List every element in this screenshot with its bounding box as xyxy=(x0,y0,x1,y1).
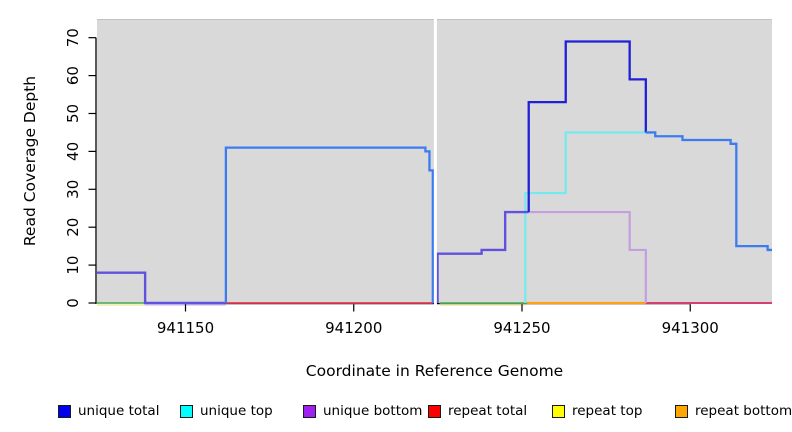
y-tick-label-30: 30 xyxy=(64,180,82,199)
legend-label: repeat top xyxy=(572,403,643,419)
no-data-gap-band xyxy=(433,19,437,305)
x-tick-label-941300: 941300 xyxy=(662,319,719,337)
legend-label: unique bottom xyxy=(323,403,423,419)
legend-item-repeat-top: repeat top xyxy=(552,400,642,422)
y-tick-label-40: 40 xyxy=(64,142,82,161)
legend-swatch-repeat-total xyxy=(428,404,441,418)
series-line-blue-right xyxy=(645,131,772,252)
legend-item-unique-top: unique top xyxy=(180,400,273,422)
legend-swatch-repeat-top xyxy=(552,404,565,418)
legend: unique total unique top unique bottom repea… xyxy=(0,400,792,422)
legend-item-unique-bottom: unique bottom xyxy=(303,400,422,422)
legend-label: repeat bottom xyxy=(695,403,792,419)
legend-label: unique total xyxy=(78,403,160,419)
legend-item-unique-total: unique total xyxy=(58,400,159,422)
legend-swatch-unique-bottom xyxy=(303,404,316,418)
y-tick-label-60: 60 xyxy=(64,66,82,85)
y-tick-label-70: 70 xyxy=(64,28,82,47)
y-tick-label-0: 0 xyxy=(64,298,82,308)
series-line-violet-postgap xyxy=(436,210,529,303)
legend-label: repeat total xyxy=(448,403,528,419)
y-tick-label-50: 50 xyxy=(64,104,82,123)
series-line-violet-left xyxy=(97,271,226,305)
y-axis-title: Read Coverage Depth xyxy=(21,75,39,247)
x-tick-label-941150: 941150 xyxy=(157,319,214,337)
series-line-blue-plateau xyxy=(224,146,434,303)
series-line-lightpurple-uniquebottom xyxy=(528,210,647,303)
legend-item-repeat-bottom: repeat bottom xyxy=(675,400,792,422)
x-axis-title: Coordinate in Reference Genome xyxy=(305,362,564,380)
series-line-darkblue-uniquetotal xyxy=(527,40,647,213)
x-tick-label-941250: 941250 xyxy=(493,319,550,337)
x-tick-label-941200: 941200 xyxy=(325,319,382,337)
legend-swatch-unique-total xyxy=(58,404,71,418)
series-line-cyan-uniquetop xyxy=(524,131,650,303)
legend-swatch-unique-top xyxy=(180,404,193,418)
y-tick-label-10: 10 xyxy=(64,256,82,275)
legend-swatch-repeat-bottom xyxy=(675,404,688,418)
y-tick-label-20: 20 xyxy=(64,218,82,237)
legend-label: unique top xyxy=(200,403,273,419)
legend-item-repeat-total: repeat total xyxy=(428,400,527,422)
